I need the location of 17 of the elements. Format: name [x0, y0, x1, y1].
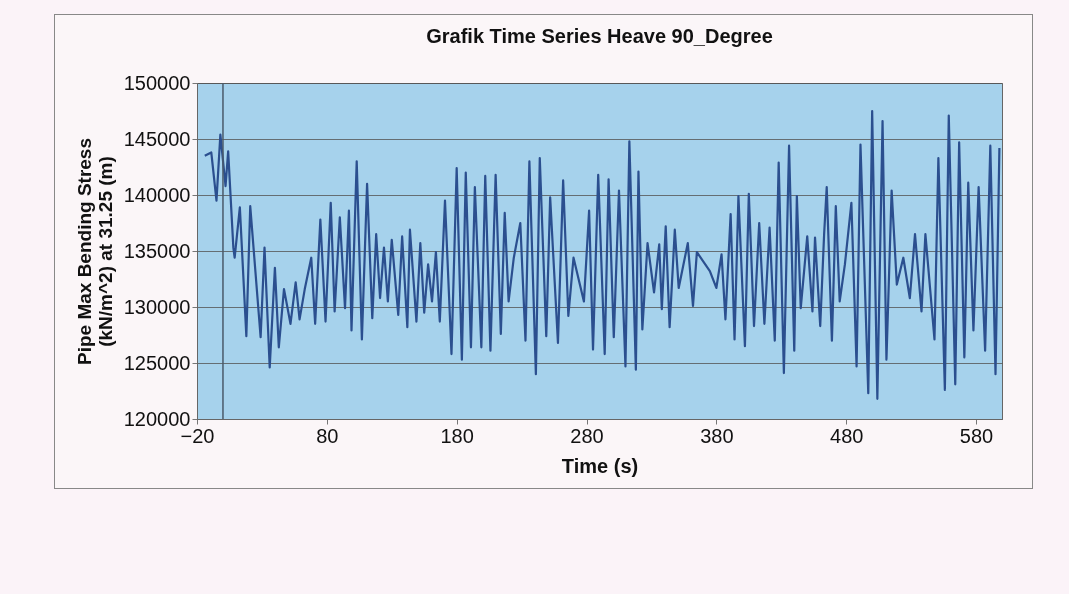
y-tick-label: 125000: [123, 351, 191, 374]
line-series: [203, 109, 1001, 400]
x-tick-label: 480: [830, 424, 864, 447]
chart-title: Grafik Time Series Heave 90_Degree: [426, 25, 773, 47]
y-tick-label: 140000: [123, 183, 191, 206]
y-tick-label: 130000: [123, 295, 191, 318]
y-tick-label: 135000: [123, 239, 191, 262]
x-tick-label: 380: [700, 424, 734, 447]
x-tick-label: 280: [570, 424, 604, 447]
x-axis-title: Time (s): [561, 454, 639, 477]
y-tick-label: 150000: [123, 71, 191, 94]
y-tick-label: 120000: [123, 407, 191, 430]
x-tick-label: 180: [440, 424, 474, 447]
y-tick-label: 145000: [123, 127, 191, 150]
x-tick-label: 80: [316, 424, 339, 447]
x-tick-label: 580: [959, 424, 994, 447]
y-axis-title: Pipe Max Bending Stress (kN/m^2) at 31.25 (m): [73, 137, 116, 366]
